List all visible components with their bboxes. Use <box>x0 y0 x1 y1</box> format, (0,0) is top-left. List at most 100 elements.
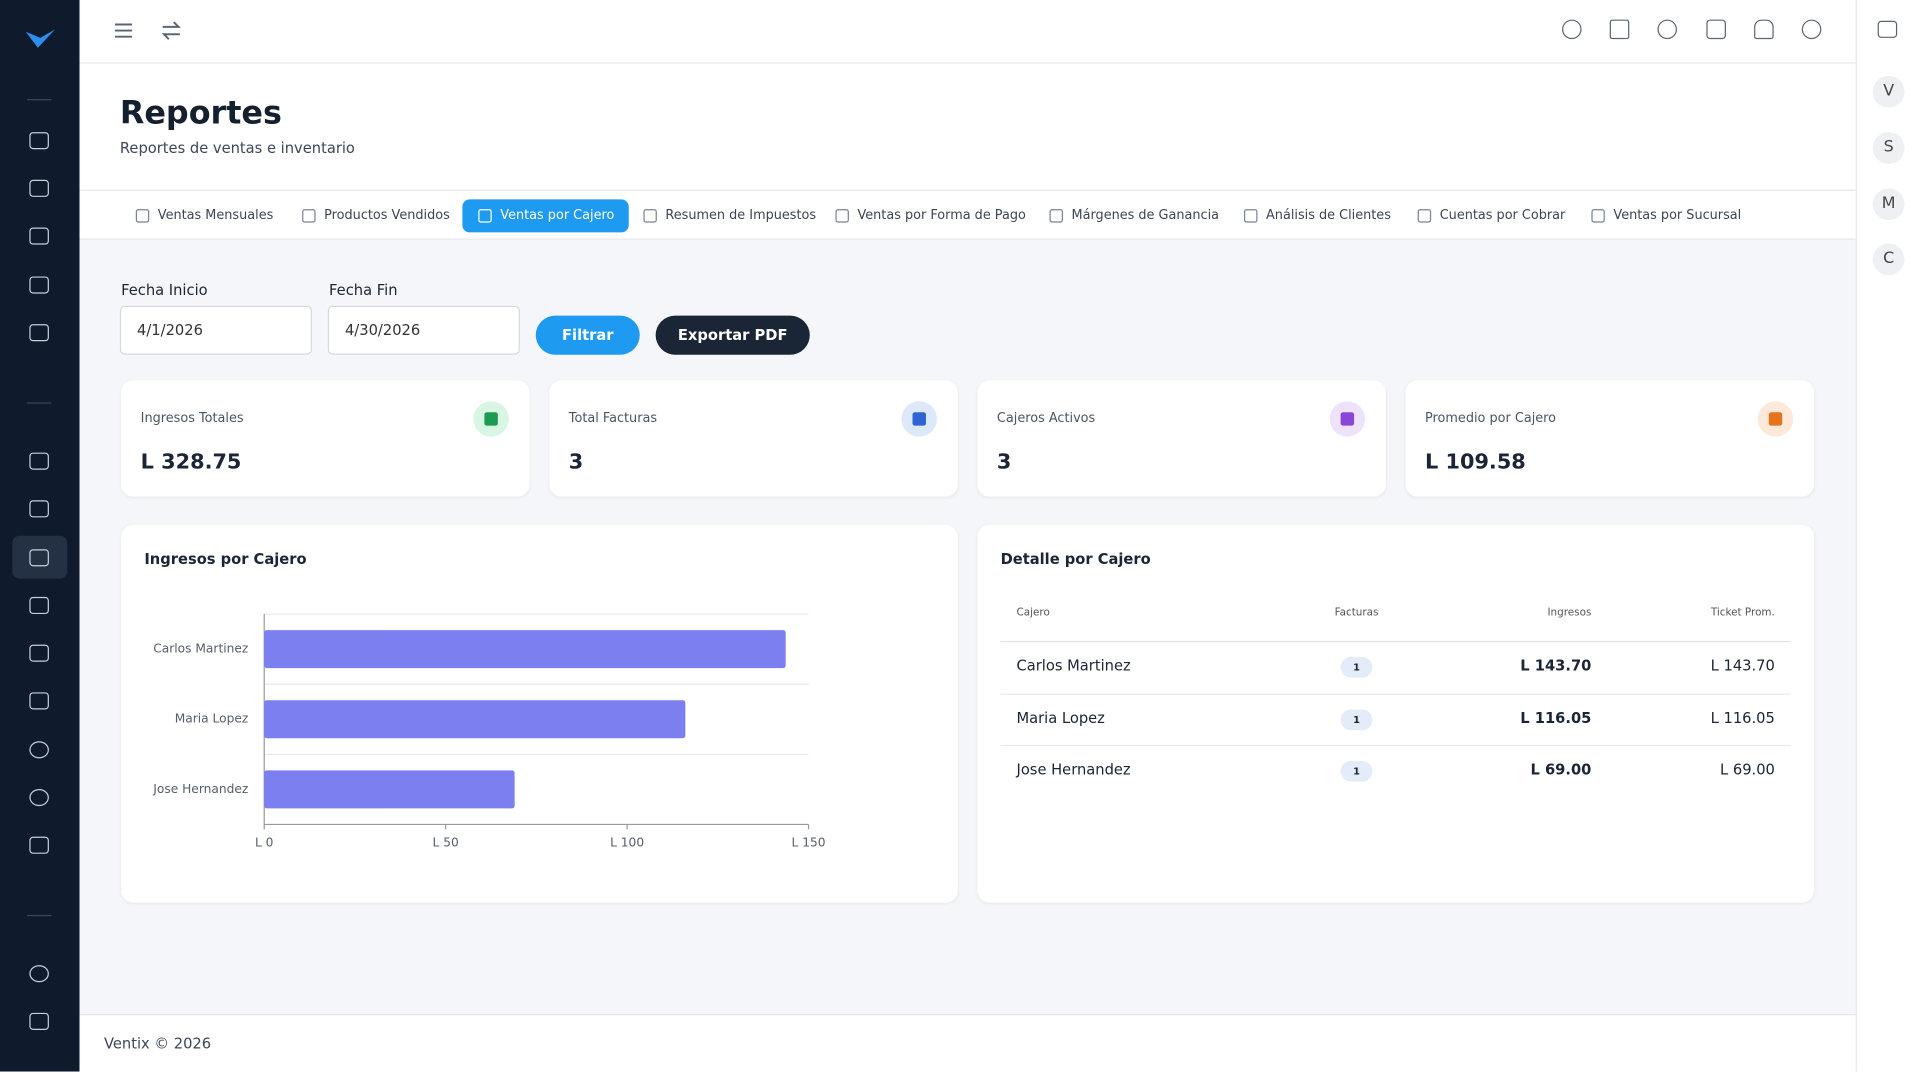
end-input[interactable]: 4/30/2026 <box>327 305 520 355</box>
divider <box>26 914 52 917</box>
chat-icon[interactable] <box>1877 20 1898 38</box>
table-header: Ticket Prom. <box>1710 606 1775 619</box>
stat-icon <box>473 401 509 437</box>
stat-icon-glyph <box>912 412 926 426</box>
tab[interactable]: Ventas Mensuales <box>120 199 288 232</box>
table-cell: Maria Lopez <box>1016 708 1105 726</box>
export-text: Exportar PDF <box>677 326 788 344</box>
table-cell: L 69.00 <box>1720 760 1775 778</box>
theme-icon[interactable] <box>1562 19 1582 40</box>
avatar[interactable]: V <box>1872 75 1905 108</box>
table-cell: L 69.00 <box>1530 760 1592 778</box>
nav-active[interactable] <box>12 535 68 579</box>
table-header: Ingresos <box>1547 606 1592 619</box>
nav-icon[interactable] <box>29 549 49 567</box>
topbar <box>79 0 1856 64</box>
nav-icon[interactable] <box>29 836 49 854</box>
nav-icon[interactable] <box>29 452 49 470</box>
filter-text: Filtrar <box>562 326 614 344</box>
stat-icon-glyph <box>484 412 498 426</box>
page-title: Reportes <box>119 95 282 133</box>
table-cell: L 116.05 <box>1710 708 1775 726</box>
tab[interactable]: Ventas por Sucursal <box>1575 199 1755 232</box>
x-tick-label: L 150 <box>792 835 826 849</box>
table-cell: Jose Hernandez <box>1016 760 1131 778</box>
chart-title: Ingresos por Cajero <box>144 550 307 568</box>
nav-icon[interactable] <box>29 741 49 759</box>
user-icon[interactable] <box>1801 19 1822 40</box>
table-cell: Carlos Martinez <box>1016 656 1131 674</box>
bell-icon[interactable] <box>1754 19 1774 40</box>
nav-icon[interactable] <box>29 596 49 615</box>
invoice-badge: 1 <box>1340 656 1373 678</box>
chart: L 0 L 50 L 100 L 150 Carlos Martinez Maria Lo… <box>152 613 826 849</box>
footer: Ventix © 2026 <box>79 1014 1856 1073</box>
tab[interactable]: Cuentas por Cobrar <box>1402 199 1580 232</box>
nav-icon[interactable] <box>29 644 49 662</box>
start-input[interactable]: 4/1/2026 <box>119 305 312 355</box>
footer-text: Ventix © 2026 <box>103 1034 212 1052</box>
table-panel: Detalle por Cajero Cajero Facturas Ingreso… <box>977 524 1815 903</box>
y-tick-label: Carlos Martinez <box>153 642 248 656</box>
table-header: Cajero <box>1016 606 1050 619</box>
row-divider <box>1000 744 1791 747</box>
avatar[interactable]: M <box>1872 188 1905 221</box>
stat-card: Promedio por Cajero L 109.58 <box>1405 380 1815 497</box>
x-tick-label: L 100 <box>610 835 644 849</box>
nav-icon[interactable] <box>29 692 49 710</box>
start-label: Fecha Inicio <box>121 281 208 299</box>
bar <box>264 770 515 809</box>
stat-label: Promedio por Cajero <box>1425 410 1557 426</box>
tab[interactable]: Ventas por Forma de Pago <box>820 199 1041 232</box>
filter-button[interactable]: Filtrar <box>535 315 640 355</box>
x-tick-label: L 50 <box>433 835 459 849</box>
stat-icon <box>1329 401 1366 437</box>
export-button[interactable]: Exportar PDF <box>655 315 810 355</box>
stat-value: 3 <box>996 450 1012 475</box>
row-divider <box>1000 692 1791 695</box>
search-icon[interactable] <box>1657 19 1678 40</box>
tab[interactable]: Resumen de Impuestos <box>628 199 831 232</box>
invoice-badge: 1 <box>1340 708 1373 730</box>
nav-icon[interactable] <box>29 500 49 518</box>
tab-bar: Ventas Mensuales Productos Vendidos Ventas… <box>79 189 1856 240</box>
avatar[interactable]: S <box>1872 132 1905 164</box>
stat-label: Cajeros Activos <box>996 410 1096 426</box>
fullscreen-icon[interactable] <box>1609 19 1630 40</box>
table-header: Facturas <box>1334 606 1379 619</box>
divider <box>26 99 52 101</box>
nav-icon[interactable] <box>29 1012 49 1030</box>
stat-label: Total Facturas <box>568 410 658 426</box>
stat-value: L 328.75 <box>140 450 242 475</box>
nav-icon[interactable] <box>29 179 49 197</box>
start-value: 4/1/2026 <box>136 321 203 339</box>
menu-icon[interactable] <box>114 22 134 39</box>
tab[interactable]: Productos Vendidos <box>286 199 464 232</box>
row-divider <box>1001 797 1791 798</box>
avatar[interactable]: C <box>1872 243 1905 276</box>
invoice-badge: 1 <box>1340 760 1373 782</box>
tab[interactable]: Ventas por Cajero <box>462 199 630 233</box>
table-title: Detalle por Cajero <box>1000 550 1151 568</box>
nav-icon[interactable] <box>29 788 49 807</box>
stat-label: Ingresos Totales <box>140 410 244 426</box>
nav-icon[interactable] <box>29 965 49 983</box>
sidebar <box>0 0 80 1072</box>
stat-icon <box>901 401 937 437</box>
stat-card: Cajeros Activos 3 <box>977 380 1386 497</box>
nav-icon[interactable] <box>29 227 49 245</box>
swap-icon[interactable] <box>161 21 181 41</box>
tab[interactable]: Márgenes de Ganancia <box>1034 199 1234 232</box>
nav-icon[interactable] <box>29 132 49 150</box>
nav-icon[interactable] <box>29 324 49 342</box>
nav-icon[interactable] <box>29 276 49 294</box>
table-cell: L 143.70 <box>1710 656 1775 674</box>
bar <box>264 700 686 739</box>
tab[interactable]: Análisis de Clientes <box>1228 199 1405 232</box>
chart-panel: Ingresos por Cajero L 0 L 50 L 100 L 150 Car… <box>121 524 958 903</box>
x-tick-label: L 0 <box>255 835 273 849</box>
page-subtitle: Reportes de ventas e inventario <box>119 139 355 157</box>
apps-icon[interactable] <box>1706 19 1726 40</box>
page-header: Reportes Reportes de ventas e inventario <box>79 63 1856 190</box>
